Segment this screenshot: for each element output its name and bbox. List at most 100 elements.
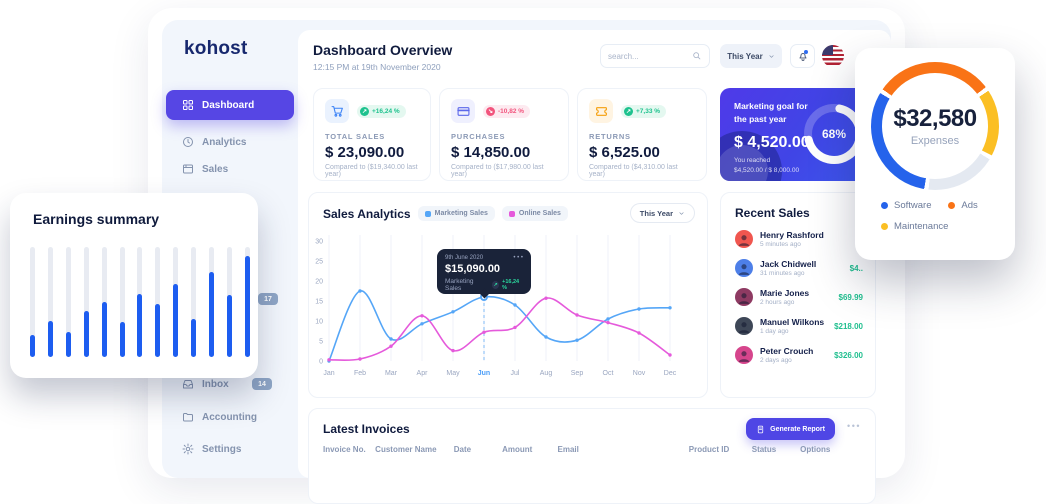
generate-report-button[interactable]: Generate Report [746,418,835,440]
svg-text:Feb: Feb [354,370,366,377]
legend-label: Software [894,200,932,211]
stat-label: PURCHASES [451,132,506,141]
sidebar-item-settings[interactable]: Settings [166,438,294,460]
arrow-down-icon: ↘ [486,106,495,116]
customer-name: Manuel Wilkons [760,316,825,327]
arrow-up-icon: ↗ [624,106,633,116]
svg-text:Nov: Nov [633,370,646,377]
earnings-summary-card: Earnings summary [10,193,258,378]
content-inner: Dashboard Overview 12:15 PM at 19th Nove… [298,30,891,504]
language-flag-us[interactable] [822,45,844,67]
invoices-menu-dots[interactable]: ••• [847,421,861,431]
expenses-card: $32,580 Expenses Software Ads Maintenance [855,48,1015,260]
latest-invoices-panel: Latest Invoices Generate Report ••• Invo… [308,408,876,504]
inbox-icon [183,380,193,389]
sales-analytics-panel: Sales Analytics Marketing Sales Online S… [308,192,708,398]
sidebar-item-label: Analytics [202,136,247,148]
sale-time: 1 day ago [760,328,789,336]
svg-text:30: 30 [315,239,323,246]
chart-period-select[interactable]: This Year [629,203,695,223]
bar-fill [244,255,250,357]
expenses-donut-chart [871,62,999,190]
svg-text:Sep: Sep [571,370,584,377]
legend-online-sales[interactable]: Online Sales [501,206,568,221]
period-select-value: This Year [727,51,763,61]
chevron-down-icon [679,211,684,215]
bar-fill [173,284,179,357]
invoice-column-options: Options [800,445,831,454]
marketing-goal-title: Marketing goal for the past year [734,101,808,124]
svg-text:5: 5 [319,339,323,346]
tooltip-date: 9th June 2020 [445,255,484,261]
sale-time: 5 minutes ago [760,241,801,249]
sidebar-badge-hidden-item: 17 [258,293,278,305]
avatar [735,346,753,364]
bar-fill [155,304,161,357]
tooltip-series: Marketing Sales [445,278,474,292]
stat-compare: Compared to ($17,980.00 last year) [451,164,544,178]
chart-period-value: This Year [639,208,673,218]
stat-value: $ 14,850.00 [451,144,531,161]
notifications-button[interactable] [790,44,815,68]
svg-text:15: 15 [315,299,323,306]
sale-info: Peter Crouch 2 days ago [760,346,813,364]
bar-fill [137,294,143,357]
legend-dot [948,202,956,209]
bar-fill [47,320,53,357]
invoice-column-date: Date [453,445,472,454]
ticket-icon [595,106,607,116]
sidebar-item-accounting[interactable]: Accounting [166,406,294,428]
invoice-column-customername: Customer Name [375,445,437,454]
bar-track [119,247,125,357]
sale-row[interactable]: Jack Chidwell 31 minutes ago $4.. [735,255,863,281]
legend-dot [881,223,888,230]
sale-row[interactable]: Henry Rashford 5 minutes ago [735,226,863,252]
tooltip-value: $15,090.00 [445,263,501,275]
svg-text:0: 0 [319,359,323,366]
stat-card-returns: ↗ +7,33 % RETURNS $ 6,525.00 Compared to ($4… [577,88,707,181]
person-icon [738,322,750,333]
grid-icon [183,100,193,110]
sale-row[interactable]: Peter Crouch 2 days ago $326.00 [735,342,863,368]
stat-label: TOTAL SALES [325,132,386,141]
invoice-column-productid: Product ID [688,445,730,454]
svg-text:May: May [446,370,460,377]
sale-amount: $69.99 [838,292,863,302]
report-icon [758,425,764,433]
bar-fill [209,272,214,357]
sale-info: Marie Jones 2 hours ago [760,288,809,306]
bar-fill [83,310,89,357]
avatar [735,259,753,277]
period-select[interactable]: This Year [720,44,782,68]
bar-fill [226,295,232,357]
bar-fill [119,321,125,357]
change-value: +16,24 % [372,107,400,115]
marketing-goal-value: $ 4,520.00 [734,134,810,151]
latest-invoices-title: Latest Invoices [323,422,410,436]
bar-track [47,247,53,357]
app-logo: kohost [184,38,248,59]
cart-icon [331,105,343,117]
legend-dot [881,202,888,209]
sidebar-item-analytics[interactable]: Analytics [166,131,294,153]
search-input[interactable] [608,51,692,61]
marketing-goal-card: Marketing goal for the past year $ 4,520… [720,88,876,181]
notification-dot [804,50,808,54]
sale-row[interactable]: Marie Jones 2 hours ago $69.99 [735,284,863,310]
svg-text:Dec: Dec [664,370,677,377]
tooltip-menu-dots[interactable]: • • • [513,255,523,261]
sales-analytics-title: Sales Analytics [323,206,411,221]
search-box[interactable] [600,44,710,68]
legend-marketing-sales[interactable]: Marketing Sales [417,206,495,221]
tooltip-change: +16,24 % [502,279,520,291]
sale-time: 2 hours ago [760,299,795,307]
ticket-icon-tile [589,99,613,123]
change-value: -10,82 % [498,107,525,115]
sidebar-item-dashboard[interactable]: Dashboard [166,90,294,120]
sidebar-item-sales[interactable]: Sales [166,158,294,180]
sidebar-item-inbox[interactable]: Inbox [166,373,294,395]
sidebar-item-label: Settings [202,443,242,455]
stat-card-total-sales: ↗ +16,24 % TOTAL SALES $ 23,090.00 Compared … [313,88,431,181]
recent-sales-panel: Recent Sales Henry Rashford 5 minutes ago… [720,192,876,398]
sale-row[interactable]: Manuel Wilkons 1 day ago $218.00 [735,313,863,339]
